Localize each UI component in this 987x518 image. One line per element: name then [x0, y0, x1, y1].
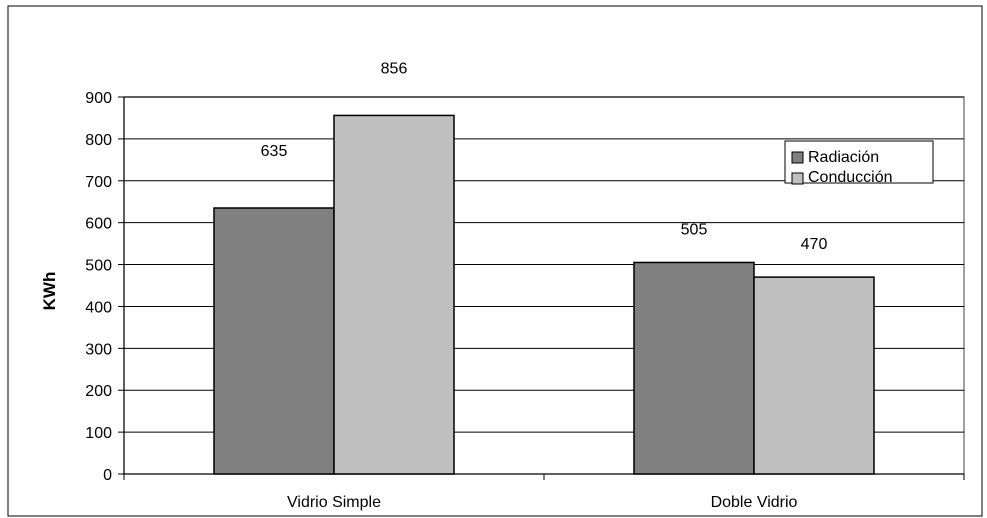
axes — [118, 96, 965, 480]
bars — [213, 114, 875, 475]
y-tick-label: 600 — [85, 216, 112, 233]
bar-value-label: 470 — [801, 236, 828, 253]
bar — [213, 207, 335, 475]
y-tick-label: 400 — [85, 299, 112, 316]
bar — [753, 276, 875, 475]
bar — [333, 114, 455, 475]
y-tick-label: 700 — [85, 174, 112, 191]
labels: 0 100 200 300 400 500 600 700 800 900 Vidrio Simpl… — [85, 60, 827, 511]
legend-label-conduccion: Conducción — [808, 169, 893, 186]
legend-label-radiacion: Radiación — [808, 149, 879, 166]
legend-swatch-radiacion — [791, 151, 804, 164]
legend: Radiación Conducción — [784, 140, 934, 186]
bar — [633, 261, 755, 475]
y-tick-label: 0 — [103, 467, 112, 484]
y-tick-label: 500 — [85, 258, 112, 275]
x-category-label: Vidrio Simple — [287, 494, 381, 511]
y-tick-label: 300 — [85, 341, 112, 358]
legend-swatch-conduccion — [791, 172, 804, 185]
y-tick-label: 100 — [85, 425, 112, 442]
y-tick-label: 900 — [85, 90, 112, 107]
legend-box — [784, 140, 934, 184]
bar-value-label: 505 — [681, 221, 708, 238]
bar-value-label: 856 — [381, 60, 408, 77]
y-axis-label: KWh — [40, 272, 59, 311]
bar-value-label: 635 — [261, 143, 288, 160]
y-tick-label: 800 — [85, 132, 112, 149]
y-tick-label: 200 — [85, 383, 112, 400]
x-category-label: Doble Vidrio — [711, 494, 798, 511]
